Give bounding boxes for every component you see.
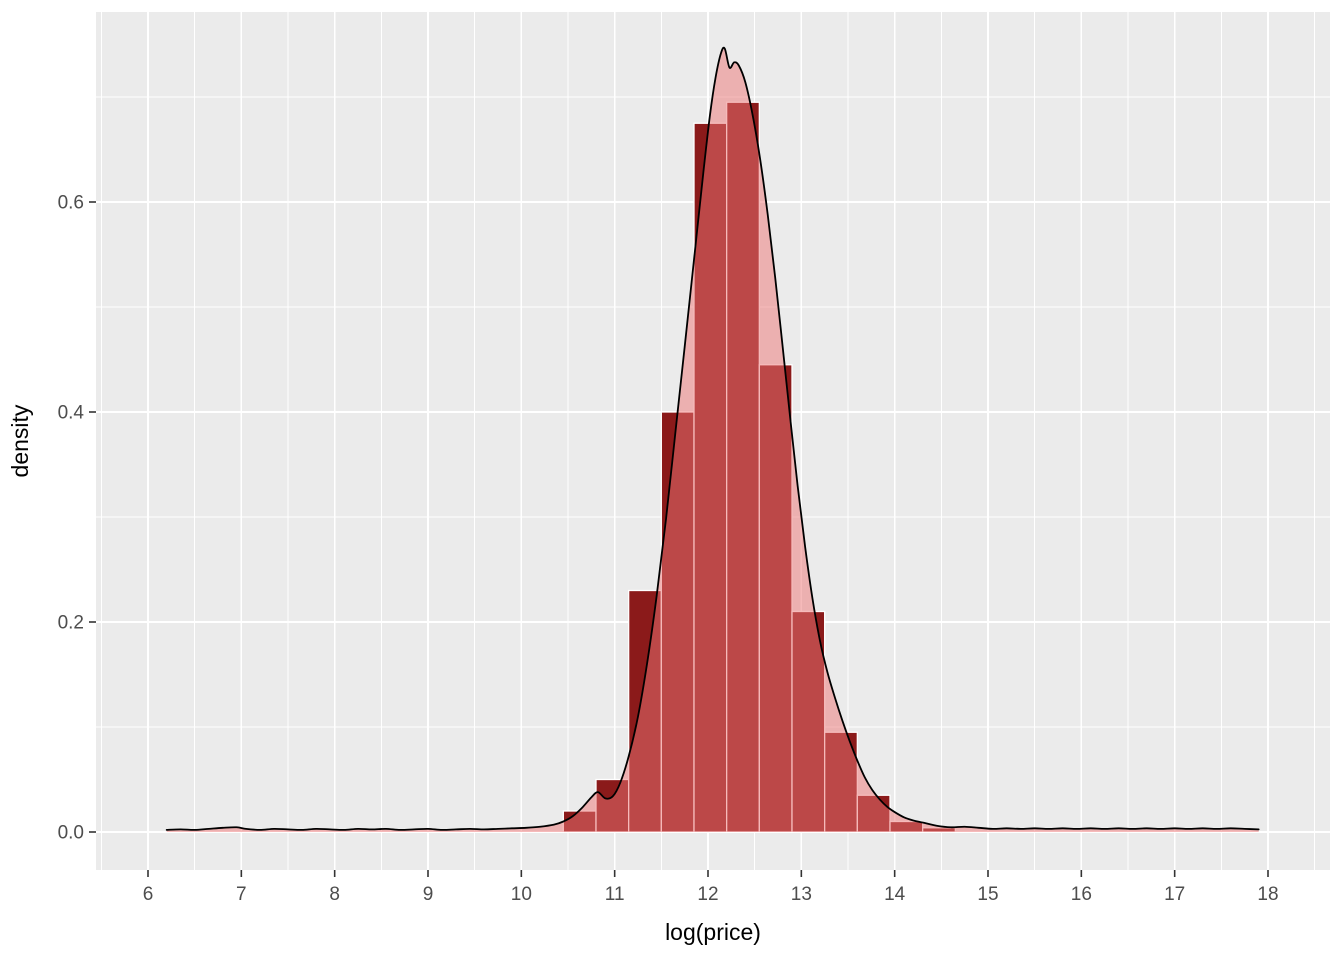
- y-tick-label: 0.6: [58, 193, 84, 214]
- y-tick-label: 0.4: [58, 403, 85, 424]
- density-curve: [165, 46, 1260, 831]
- x-tick-label: 8: [329, 884, 340, 905]
- x-tick-label: 6: [143, 884, 154, 905]
- x-tick-label: 7: [236, 884, 247, 905]
- x-tick-label: 14: [884, 884, 906, 905]
- y-tick-label: 0.0: [58, 823, 84, 844]
- x-tick-label: 12: [697, 884, 718, 905]
- x-tick-label: 15: [977, 884, 998, 905]
- x-tick-label: 13: [791, 884, 812, 905]
- y-axis-title: density: [7, 404, 33, 477]
- y-tick-label: 0.2: [58, 613, 84, 634]
- x-tick-label: 10: [511, 884, 532, 905]
- x-tick-label: 18: [1257, 884, 1278, 905]
- x-axis-title: log(price): [665, 919, 761, 945]
- axes-layer: 6 7 8 9 10 11 12 13 14 15 16 17 18 0.0 0.2 0.4 0.6: [58, 193, 1279, 906]
- x-tick-label: 11: [605, 884, 625, 905]
- density-area: [166, 47, 1259, 833]
- x-tick-label: 16: [1071, 884, 1092, 905]
- x-tick-label: 9: [423, 884, 434, 905]
- density-layer: [165, 46, 1260, 833]
- x-tick-label: 17: [1164, 884, 1185, 905]
